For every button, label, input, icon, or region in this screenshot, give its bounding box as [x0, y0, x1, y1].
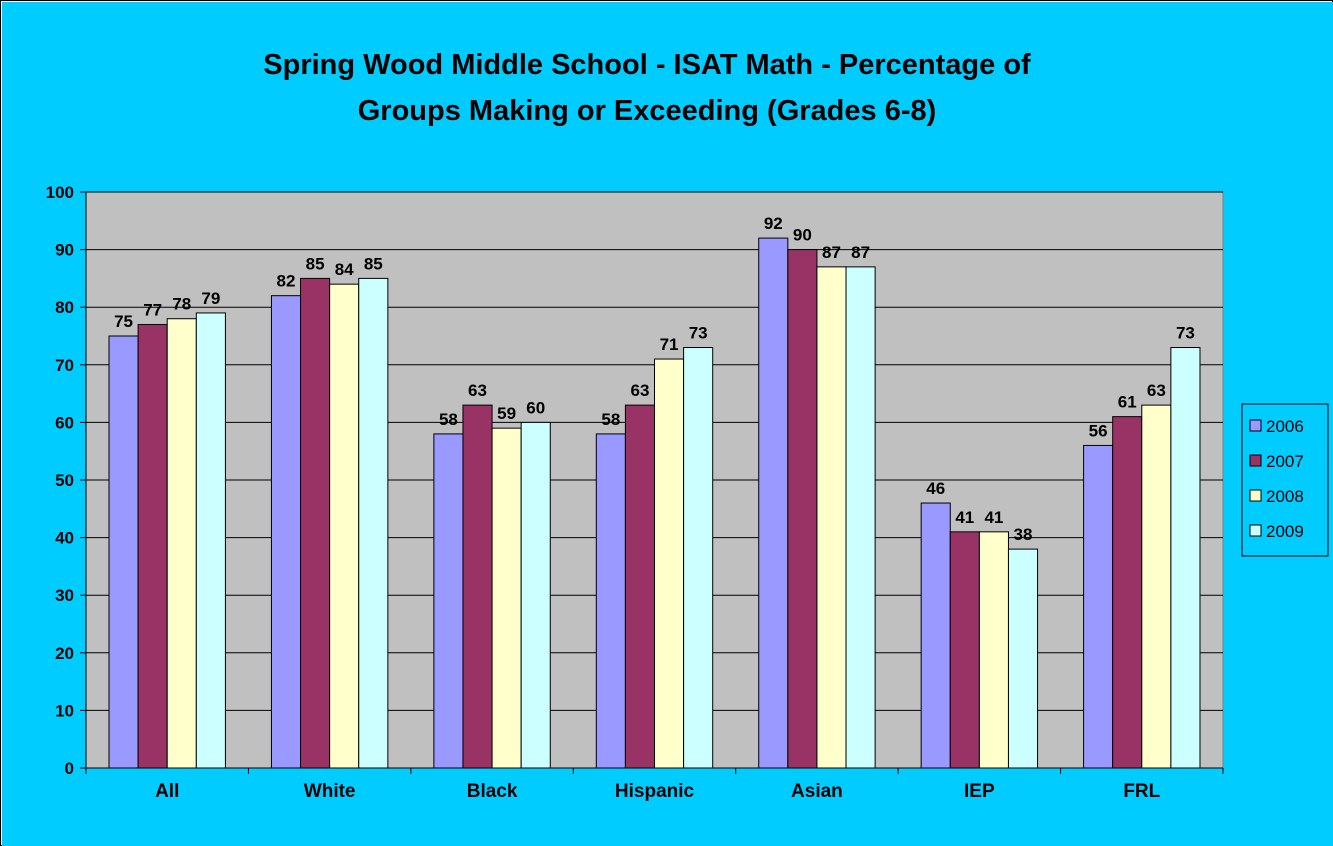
bar: [787, 249, 818, 769]
x-tick-label: White: [304, 781, 356, 802]
data-label: 59: [497, 404, 516, 423]
y-tick-label: 30: [55, 586, 74, 605]
data-label: 63: [468, 381, 487, 400]
bar: [949, 531, 980, 769]
bar: [978, 531, 1009, 769]
bar: [520, 421, 551, 769]
data-label: 46: [926, 479, 945, 498]
x-tick-label: IEP: [964, 781, 995, 802]
legend-swatch: [1249, 419, 1262, 432]
data-label: 75: [114, 312, 133, 331]
data-label: 60: [526, 398, 545, 417]
x-tick-label: FRL: [1123, 781, 1160, 802]
y-axis: 0 10 20 30 40 50 60 70 80 90 100: [46, 183, 87, 778]
bar: [108, 335, 139, 769]
bar: [816, 266, 847, 769]
data-label: 63: [1147, 381, 1166, 400]
data-label: 58: [439, 410, 458, 429]
bar: [329, 283, 360, 769]
bar: [300, 277, 331, 769]
chart-title-line-2: Groups Making or Exceeding (Grades 6-8): [358, 95, 937, 127]
data-label: 58: [601, 410, 620, 429]
x-tick-label: Black: [467, 781, 518, 802]
legend-label: 2008: [1266, 487, 1304, 506]
data-label: 79: [201, 289, 220, 308]
data-label: 90: [793, 226, 812, 245]
bar: [1141, 404, 1172, 769]
bar: [462, 404, 493, 769]
y-tick-label: 50: [55, 471, 74, 490]
y-tick-label: 40: [55, 529, 74, 548]
data-label: 82: [277, 272, 296, 291]
bar: [654, 358, 685, 769]
data-label: 92: [764, 214, 783, 233]
x-tick-label: Hispanic: [615, 781, 695, 802]
legend-swatch: [1249, 524, 1262, 537]
bar: [166, 318, 197, 769]
bar: [137, 323, 168, 769]
bar: [1170, 347, 1201, 769]
legend-swatch: [1249, 489, 1262, 502]
data-label: 78: [172, 295, 191, 314]
chart-title-line-1: Spring Wood Middle School - ISAT Math - …: [263, 49, 1031, 81]
data-label: 41: [984, 508, 1003, 527]
bar: [1007, 548, 1039, 769]
data-label: 41: [955, 508, 974, 527]
bars: [108, 237, 1201, 769]
bar: [683, 347, 714, 769]
bar: [1112, 416, 1143, 769]
data-label: 84: [335, 260, 354, 279]
legend-swatch: [1249, 454, 1262, 467]
y-tick-label: 60: [55, 413, 74, 432]
data-label: 77: [143, 300, 162, 319]
bar: [595, 433, 626, 769]
data-label: 38: [1014, 525, 1033, 544]
x-tick-label: Asian: [791, 781, 843, 802]
data-label: 87: [851, 243, 870, 262]
bar: [920, 502, 951, 769]
legend-label: 2007: [1266, 452, 1304, 471]
bar: [433, 433, 464, 769]
bar: [195, 312, 226, 769]
x-tick-label: All: [155, 781, 179, 802]
data-label: 73: [689, 324, 708, 343]
data-label: 73: [1176, 324, 1195, 343]
data-labels: 75 77 78 79 82 85 84 85 58 63 59 60 58 63 71 73 92 90 87 87…: [114, 214, 1195, 544]
y-tick-label: 100: [46, 183, 74, 202]
bar: [358, 277, 389, 769]
data-label: 85: [364, 254, 383, 273]
bar: [758, 237, 789, 769]
data-label: 56: [1089, 421, 1108, 440]
data-label: 63: [630, 381, 649, 400]
bar: [845, 266, 876, 769]
data-label: 71: [660, 335, 679, 354]
data-label: 87: [822, 243, 841, 262]
y-tick-label: 90: [55, 241, 74, 260]
bar: [624, 404, 656, 769]
bar: [1083, 444, 1114, 769]
y-tick-label: 20: [55, 644, 74, 663]
legend: 2006 2007 2008 2009: [1241, 403, 1329, 557]
legend-label: 2006: [1266, 417, 1304, 436]
y-tick-label: 0: [65, 759, 74, 778]
data-label: 85: [306, 254, 325, 273]
bar: [270, 295, 302, 769]
data-label: 61: [1118, 393, 1137, 412]
y-tick-label: 80: [55, 298, 74, 317]
bar: [491, 427, 522, 769]
y-tick-label: 10: [55, 701, 74, 720]
y-tick-label: 70: [55, 356, 74, 375]
legend-label: 2009: [1266, 522, 1304, 541]
